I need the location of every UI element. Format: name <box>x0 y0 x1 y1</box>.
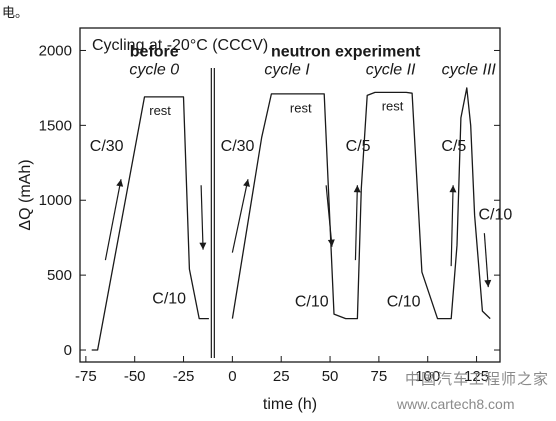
x-axis-ticks: -75 -50 -25 0 25 50 75 100 125 <box>75 356 489 385</box>
x-tick-label: 100 <box>415 368 440 385</box>
annotation-label: cycle I <box>264 61 310 78</box>
x-tick-label: 50 <box>322 368 339 385</box>
x-tick-label: -75 <box>75 368 97 385</box>
arrow-down <box>325 185 335 247</box>
arrow-head <box>243 179 250 187</box>
series-lines <box>91 87 491 351</box>
y-tick-label: 0 <box>64 342 72 359</box>
x-tick-label: -25 <box>173 368 195 385</box>
arrow-up <box>231 179 250 253</box>
arrow-shaft <box>104 179 122 261</box>
arrow-shaft <box>450 185 454 267</box>
y-axis-label: ΔQ (mAh) <box>17 159 34 230</box>
arrows <box>104 179 492 288</box>
annotation-label: C/10 <box>479 207 513 224</box>
x-tick-label: 125 <box>464 368 489 385</box>
arrow-down <box>199 185 207 250</box>
x-tick-label: 25 <box>273 368 290 385</box>
y-tick-label: 1000 <box>39 192 72 209</box>
arrow-up <box>449 185 457 267</box>
arrow-head <box>449 185 457 193</box>
arrow-shaft <box>231 179 249 253</box>
annotation-label: rest <box>382 98 404 113</box>
annotation-label: C/5 <box>441 138 466 155</box>
arrow-up <box>104 179 124 261</box>
annotation-label: before <box>130 43 179 60</box>
annotation-label: C/30 <box>221 138 255 155</box>
arrow-head <box>327 239 335 247</box>
watermark-chinese: 中国汽车工程师之家 <box>405 370 550 388</box>
y-axis-ticks: 0 500 1000 1500 2000 <box>39 42 500 359</box>
arrow-up <box>353 185 361 261</box>
annotation-label: C/10 <box>295 294 329 311</box>
arrow-head <box>199 242 207 250</box>
x-tick-label: 75 <box>371 368 388 385</box>
plot-frame <box>79 27 501 363</box>
arrow-shaft <box>483 233 489 288</box>
annotation-label: cycle II <box>366 61 416 78</box>
arrow-shaft <box>325 185 333 247</box>
x-tick-label: -50 <box>124 368 146 385</box>
y-tick-label: 2000 <box>39 42 72 59</box>
annotation-label: C/5 <box>346 138 371 155</box>
axis-break <box>210 68 215 358</box>
y-tick-label: 500 <box>47 267 72 284</box>
arrow-head <box>484 279 492 288</box>
series-line-before <box>91 96 209 351</box>
y-tick-label: 1500 <box>39 117 72 134</box>
x-tick-label: 0 <box>228 368 236 385</box>
annotation-label: rest <box>290 101 312 116</box>
annotation-label: cycle III <box>442 61 497 78</box>
annotation-label: C/30 <box>90 138 124 155</box>
arrow-head <box>116 179 124 187</box>
watermark-url: www.cartech8.com <box>397 396 515 412</box>
arrow-shaft <box>200 185 204 250</box>
arrow-head <box>353 185 361 193</box>
chart-title: Cycling at -20°C (CCCV) <box>92 37 268 54</box>
arrow-down <box>483 233 492 288</box>
annotation-label: cycle 0 <box>129 61 179 78</box>
fragment-text: 电。 <box>2 5 29 20</box>
annotation-label: neutron experiment <box>271 43 421 60</box>
x-axis-label: time (h) <box>263 396 317 413</box>
annotation-label: C/10 <box>387 294 421 311</box>
annotation-label: C/10 <box>152 291 186 308</box>
series-line-during <box>231 87 491 320</box>
arrow-shaft <box>354 185 358 261</box>
annotation-label: rest <box>149 103 171 118</box>
